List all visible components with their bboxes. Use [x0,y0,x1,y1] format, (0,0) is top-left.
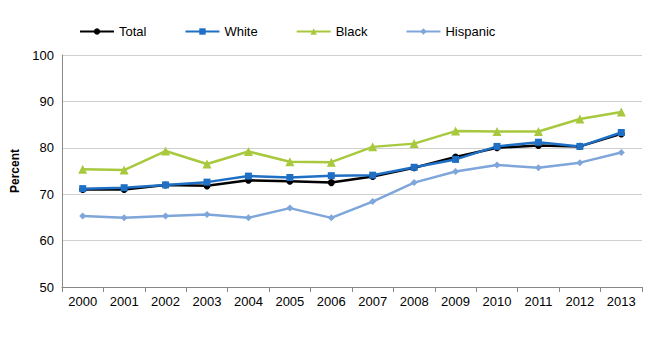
svg-text:2000: 2000 [68,294,97,309]
svg-text:2006: 2006 [317,294,346,309]
svg-text:2013: 2013 [607,294,636,309]
svg-text:2001: 2001 [110,294,139,309]
svg-text:Hispanic: Hispanic [445,24,495,39]
svg-text:Percent: Percent [8,149,22,193]
svg-text:2008: 2008 [400,294,429,309]
svg-text:70: 70 [40,187,54,202]
svg-text:60: 60 [40,233,54,248]
svg-text:2004: 2004 [234,294,263,309]
svg-text:90: 90 [40,94,54,109]
svg-text:2011: 2011 [524,294,552,309]
svg-text:50: 50 [40,280,54,295]
svg-text:2012: 2012 [565,294,594,309]
svg-text:2009: 2009 [441,294,470,309]
svg-text:2002: 2002 [151,294,180,309]
svg-text:80: 80 [40,140,54,155]
svg-text:Black: Black [336,24,368,39]
svg-text:2010: 2010 [483,294,512,309]
svg-text:Total: Total [119,24,147,39]
svg-text:2003: 2003 [193,294,222,309]
svg-text:2005: 2005 [275,294,304,309]
svg-text:100: 100 [32,48,54,63]
svg-text:2007: 2007 [358,294,387,309]
svg-text:White: White [224,24,257,39]
